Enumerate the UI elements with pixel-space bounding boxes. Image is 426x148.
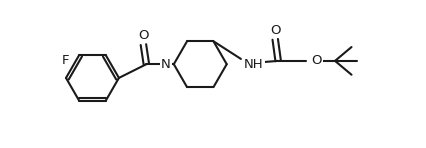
Text: O: O xyxy=(270,24,280,37)
Text: O: O xyxy=(138,29,149,42)
Text: NH: NH xyxy=(244,58,264,71)
Text: O: O xyxy=(311,54,322,67)
Text: N: N xyxy=(161,58,171,71)
Text: F: F xyxy=(62,54,69,67)
